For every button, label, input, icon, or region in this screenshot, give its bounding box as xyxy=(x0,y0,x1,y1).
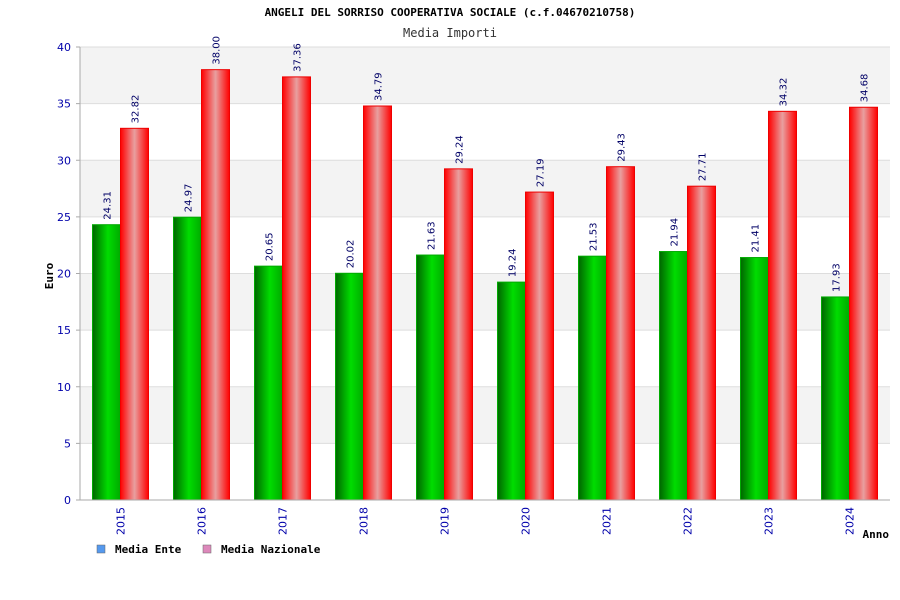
bars xyxy=(92,69,878,501)
bar-media-ente-2024 xyxy=(821,296,850,501)
data-label: 29.43 xyxy=(617,133,628,162)
chart-title: ANGELI DEL SORRISO COOPERATIVA SOCIALE (… xyxy=(265,6,636,19)
legend-swatch xyxy=(202,544,212,554)
bar-media-ente-2016 xyxy=(173,216,202,501)
legend: Media Ente Media Nazionale xyxy=(96,543,321,556)
data-label: 20.02 xyxy=(346,240,357,269)
data-label: 17.93 xyxy=(832,263,843,292)
legend-label: Media Nazionale xyxy=(221,543,321,556)
data-label: 29.24 xyxy=(455,135,466,164)
x-tick-label: 2017 xyxy=(277,507,290,535)
data-label: 37.36 xyxy=(293,43,304,72)
data-label: 38.00 xyxy=(212,36,223,65)
bar-media-ente-2019 xyxy=(416,254,445,501)
data-label: 27.19 xyxy=(536,158,547,187)
y-tick-label: 30 xyxy=(57,154,71,167)
bar-media-nazionale-2020 xyxy=(525,191,554,501)
bar-media-nazionale-2019 xyxy=(444,168,473,501)
data-label: 21.63 xyxy=(427,221,438,250)
bar-media-ente-2017 xyxy=(254,265,283,501)
bar-media-ente-2018 xyxy=(335,272,364,501)
legend-swatch xyxy=(96,544,106,554)
x-tick-label: 2022 xyxy=(682,507,695,535)
data-labels: 24.31 32.82 24.97 38.00 20.65 37.36 20.02 34.79… xyxy=(103,36,871,292)
data-label: 27.71 xyxy=(698,153,709,182)
data-label: 19.24 xyxy=(508,248,519,277)
data-label: 24.31 xyxy=(103,191,114,220)
y-tick-label: 20 xyxy=(57,268,71,281)
y-tick-label: 35 xyxy=(57,98,71,111)
bar-media-nazionale-2018 xyxy=(363,105,392,501)
bar-media-ente-2021 xyxy=(578,255,607,501)
data-label: 21.41 xyxy=(751,224,762,253)
bar-media-nazionale-2023 xyxy=(768,110,797,501)
chart-subtitle: Media Importi xyxy=(403,26,497,40)
data-label: 20.65 xyxy=(265,232,276,261)
bar-media-nazionale-2017 xyxy=(282,76,311,501)
bar-media-ente-2023 xyxy=(740,257,769,501)
y-tick-label: 10 xyxy=(57,381,71,394)
y-tick-label: 15 xyxy=(57,324,71,337)
bar-media-nazionale-2022 xyxy=(687,185,716,501)
data-label: 34.32 xyxy=(779,78,790,107)
bar-media-nazionale-2021 xyxy=(606,166,635,501)
y-tick-label: 5 xyxy=(64,437,71,450)
data-label: 34.68 xyxy=(860,74,871,103)
x-tick-label: 2018 xyxy=(358,507,371,535)
data-label: 21.53 xyxy=(589,223,600,252)
x-axis-label: Anno xyxy=(863,528,890,541)
data-label: 32.82 xyxy=(131,95,142,124)
data-label: 21.94 xyxy=(670,218,681,247)
data-label: 24.97 xyxy=(184,184,195,213)
data-label: 34.79 xyxy=(374,72,385,101)
bar-media-ente-2015 xyxy=(92,224,121,501)
y-tick-label: 40 xyxy=(57,41,71,54)
x-tick-label: 2015 xyxy=(115,507,128,535)
y-axis-label: Euro xyxy=(43,262,56,289)
bar-media-ente-2020 xyxy=(497,281,526,501)
y-tick-label: 25 xyxy=(57,211,71,224)
bar-media-ente-2022 xyxy=(659,251,688,501)
y-axis-ticks: 0 5 10 15 20 25 30 35 40 xyxy=(57,41,80,507)
bar-media-nazionale-2016 xyxy=(201,69,230,501)
bar-media-nazionale-2024 xyxy=(849,106,878,501)
x-tick-label: 2019 xyxy=(439,507,452,535)
bar-media-nazionale-2015 xyxy=(120,127,149,501)
x-tick-label: 2020 xyxy=(520,507,533,535)
x-tick-label: 2021 xyxy=(601,507,614,535)
x-tick-label: 2016 xyxy=(196,507,209,535)
legend-label: Media Ente xyxy=(115,543,182,556)
y-tick-label: 0 xyxy=(64,494,71,507)
x-axis-ticks: 2015 2016 2017 2018 2019 2020 2021 2022 2023 2024 xyxy=(115,507,857,535)
x-tick-label: 2024 xyxy=(844,507,857,535)
x-tick-label: 2023 xyxy=(763,507,776,535)
